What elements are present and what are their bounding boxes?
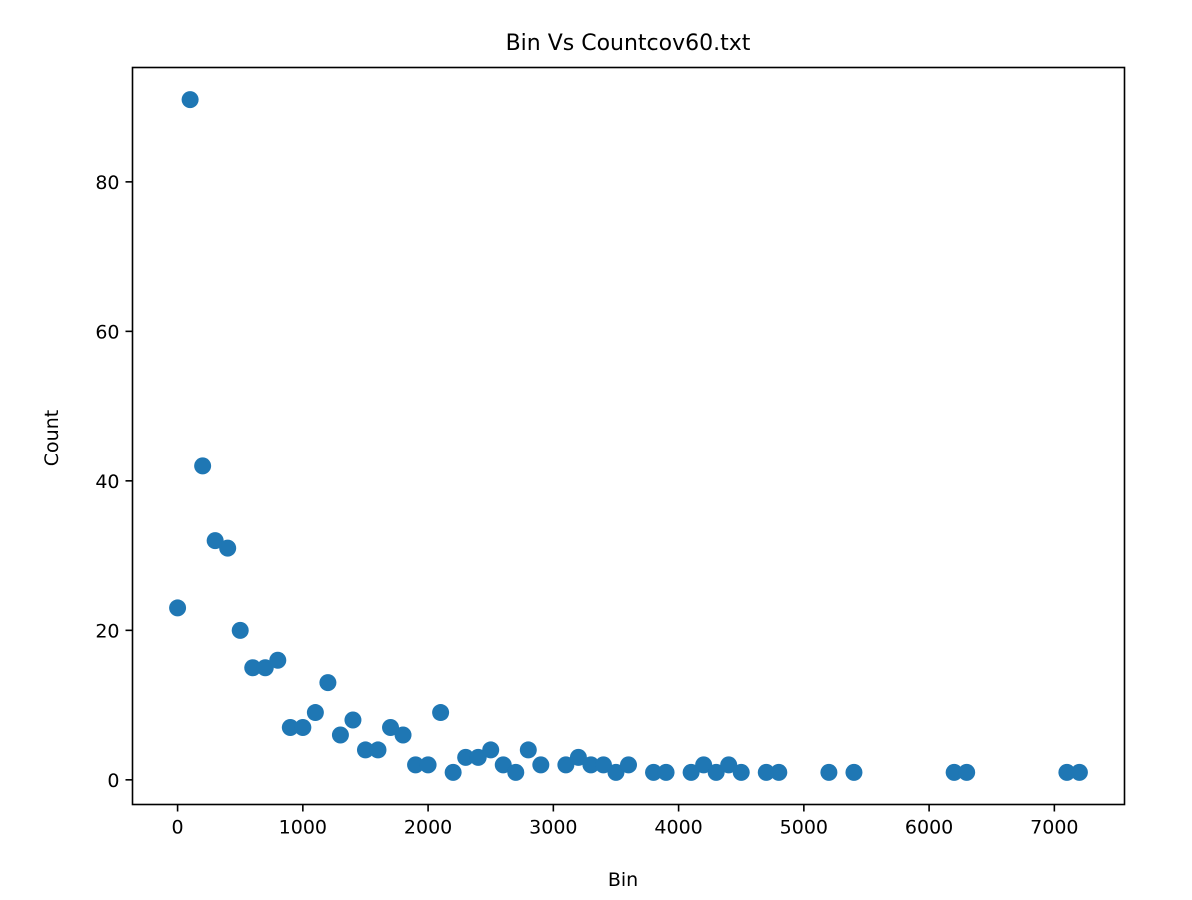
- data-point: [645, 763, 663, 781]
- x-tick-label: 5000: [780, 817, 828, 839]
- data-point: [244, 659, 262, 677]
- data-point: [394, 726, 412, 744]
- x-tick-label: 4000: [654, 817, 702, 839]
- data-point: [557, 756, 575, 774]
- data-point: [194, 457, 212, 475]
- data-point: [482, 741, 500, 759]
- data-point: [657, 763, 675, 781]
- y-tick-label: 40: [95, 471, 119, 493]
- data-point: [369, 741, 387, 759]
- data-point: [419, 756, 437, 774]
- data-point: [682, 763, 700, 781]
- data-point: [607, 763, 625, 781]
- data-point: [582, 756, 600, 774]
- data-point: [219, 539, 237, 557]
- data-point: [382, 719, 400, 737]
- data-point: [507, 763, 525, 781]
- data-point: [432, 704, 450, 722]
- x-tick-label: 7000: [1030, 817, 1078, 839]
- data-point: [958, 763, 976, 781]
- data-point: [707, 763, 725, 781]
- data-point: [820, 763, 838, 781]
- data-point: [519, 741, 537, 759]
- y-tick-label: 0: [107, 770, 119, 792]
- y-tick-label: 20: [95, 620, 119, 642]
- x-axis-label: Bin: [608, 869, 638, 891]
- data-point: [256, 659, 274, 677]
- data-point: [306, 704, 324, 722]
- y-axis-label: Count: [41, 410, 63, 466]
- data-point: [344, 711, 362, 729]
- data-point: [407, 756, 425, 774]
- data-point: [319, 674, 337, 692]
- data-point: [757, 763, 775, 781]
- data-point: [620, 756, 637, 774]
- data-point: [1058, 763, 1076, 781]
- data-point: [695, 756, 713, 774]
- data-point: [494, 756, 512, 774]
- data-point: [294, 719, 312, 737]
- x-tick-label: 2000: [404, 817, 452, 839]
- data-point: [331, 726, 349, 744]
- chart-title: Bin Vs Countcov60.txt: [506, 31, 751, 56]
- data-point: [444, 763, 462, 781]
- plot-area-frame: [131, 66, 1126, 806]
- data-points: [169, 91, 1088, 781]
- x-tick-label: 6000: [905, 817, 953, 839]
- data-point: [169, 599, 187, 617]
- y-tick-label: 60: [95, 321, 119, 343]
- data-point: [356, 741, 374, 759]
- data-point: [569, 748, 587, 766]
- y-tick-label: 80: [95, 172, 119, 194]
- data-point: [720, 756, 738, 774]
- data-point: [206, 532, 224, 550]
- data-point: [269, 651, 287, 669]
- data-point: [732, 763, 750, 781]
- data-point: [281, 719, 299, 737]
- data-point: [231, 621, 249, 639]
- data-point: [594, 756, 612, 774]
- data-point: [181, 91, 199, 109]
- y-axis-ticks: 0 20 40 60 80: [95, 172, 133, 792]
- data-point: [1070, 763, 1088, 781]
- data-point: [532, 756, 550, 774]
- data-point: [845, 763, 863, 781]
- x-tick-label: 0: [172, 817, 184, 839]
- x-tick-label: 1000: [279, 817, 327, 839]
- data-point: [457, 748, 475, 766]
- x-tick-label: 3000: [529, 817, 577, 839]
- data-point: [770, 763, 788, 781]
- data-point: [469, 748, 487, 766]
- data-point: [945, 763, 963, 781]
- x-axis-ticks: 0 1000 2000 3000 4000 5000 6000 7000: [172, 804, 1079, 839]
